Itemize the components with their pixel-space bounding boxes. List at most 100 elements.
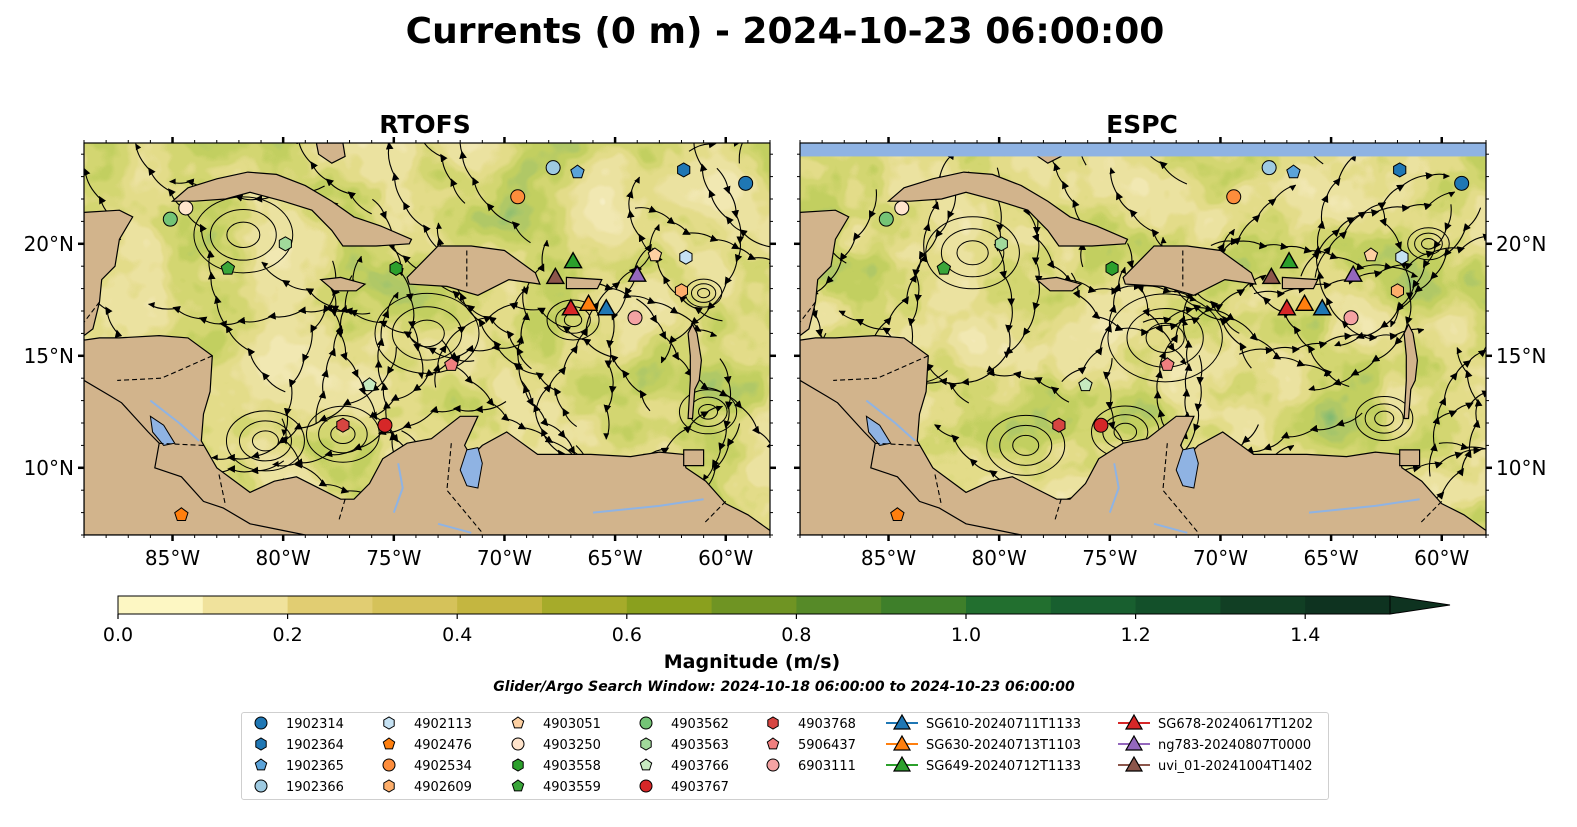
y-tick-label: 20°N (24, 232, 74, 256)
legend-entry: 4903250 (511, 737, 601, 753)
float-4902476 (382, 737, 396, 750)
observation-markers (162, 160, 754, 521)
land-hispaniola (406, 245, 541, 296)
country-border (833, 355, 929, 381)
float-4903766 (639, 758, 653, 771)
legend-entry: 4903558 (512, 758, 601, 774)
eddy-streamline (1145, 322, 1185, 354)
legend-label: SG678-20240617T1202 (1158, 717, 1313, 732)
streamline (1314, 172, 1450, 278)
legend-glider-marker (1124, 755, 1144, 772)
float-4902534 (1226, 189, 1242, 205)
legend-label: 4903250 (543, 738, 601, 753)
land-central (84, 334, 770, 535)
axis-ticks: 85°W 80°W 75°W 70°W 65°W 60°W 10°N 15°N 20°N (24, 137, 776, 570)
country-border (446, 443, 483, 534)
x-tick-label: 80°W (256, 546, 311, 570)
colorbar-level (796, 596, 882, 614)
river (392, 463, 404, 513)
float-4902609 (1390, 283, 1404, 299)
x-tick-label: 85°W (861, 546, 916, 570)
land-puertorico (1281, 276, 1319, 290)
eddy-streamline (1407, 227, 1450, 261)
streamline-arrow (1448, 192, 1455, 198)
x-tick-label: 85°W (145, 546, 200, 570)
glider-SG678-20240617T1202 (561, 298, 581, 316)
streamline (261, 261, 475, 364)
land-yucatan (800, 209, 850, 337)
eddy-streamline (226, 221, 261, 249)
float-4903563 (994, 236, 1008, 252)
streamline-arrow (548, 573, 556, 581)
streamline (688, 143, 770, 248)
legend-entry: 4902476 (382, 737, 472, 753)
float-4902476 (890, 507, 905, 521)
float-4903766 (362, 377, 377, 392)
legend-entry: ng783-20240807T0000 (1118, 734, 1311, 753)
legend-label: 4903558 (543, 759, 601, 774)
land-trinidad (683, 449, 705, 467)
colorbar-level (118, 596, 204, 614)
x-tick-label: 70°W (1193, 546, 1248, 570)
legend-label: 1902364 (286, 738, 344, 753)
x-tick-label: 65°W (1303, 546, 1358, 570)
float-4903051 (1363, 247, 1379, 262)
float-1902365 (570, 164, 585, 179)
land-cuba (170, 171, 413, 247)
legend-label: 1902365 (286, 759, 344, 774)
eddy-streamline (1113, 422, 1138, 442)
glider-SG678-20240617T1202 (1277, 298, 1297, 316)
float-1902366 (545, 160, 561, 176)
eddy-streamline (1355, 396, 1414, 442)
river (437, 522, 472, 534)
streamline-arrow (1443, 173, 1450, 180)
float-1902314 (254, 716, 268, 730)
float-4902609 (674, 283, 688, 299)
float-5906437 (766, 737, 780, 750)
legend-entry: 4902534 (382, 758, 472, 774)
x-tick-label: 65°W (587, 546, 642, 570)
glider-SG610-20240711T1133 (596, 298, 616, 316)
legend-entry: SG630-20240713T1103 (886, 734, 1081, 753)
streamline (84, 228, 123, 354)
streamline (135, 143, 286, 393)
float-1902366 (1261, 160, 1277, 176)
legend-entry: 4903767 (639, 779, 729, 795)
glider-SG649-20240712T1133 (1279, 251, 1299, 269)
streamline-arrow (435, 222, 442, 229)
float-4903562 (162, 211, 178, 227)
streamline (1093, 143, 1188, 185)
colorbar-level (1050, 596, 1137, 614)
eddy-streamline (1364, 403, 1404, 434)
glider-SG630-20240713T1103 (1294, 293, 1315, 311)
country-border (1162, 443, 1199, 534)
streamline-arrow (248, 658, 255, 665)
river (1108, 463, 1120, 513)
legend-label: 4902534 (414, 759, 472, 774)
x-tick-label: 75°W (1082, 546, 1137, 570)
streamline-arrow (213, 635, 221, 643)
eddy-streamline (1414, 232, 1443, 255)
colorbar-level (881, 596, 967, 614)
eddy-streamline (1107, 293, 1223, 383)
figure-title: Currents (0 m) - 2024-10-23 06:00:00 (406, 11, 1165, 52)
streamline-arrow (1502, 448, 1508, 454)
streamline-arrow (1350, 154, 1357, 162)
float-4903559 (511, 779, 525, 792)
colorbar-tick-label: 0.4 (442, 624, 472, 646)
observation-markers (878, 160, 1470, 521)
float-1902364 (1393, 162, 1407, 178)
eddy-streamline (1012, 434, 1040, 456)
river (1153, 522, 1188, 534)
legend-label: 1902314 (286, 717, 344, 732)
eddy-streamline (678, 389, 738, 435)
legend-label: 4903563 (671, 738, 729, 753)
colorbar-label: Magnitude (m/s) (664, 651, 841, 673)
legend-glider-marker (1124, 713, 1144, 730)
legend-label: 6903111 (798, 759, 856, 774)
streamline-arrow (634, 177, 640, 184)
country-border (1419, 501, 1443, 525)
legend-entry: SG610-20240711T1133 (886, 713, 1081, 732)
eddy-streamline (940, 228, 1005, 278)
